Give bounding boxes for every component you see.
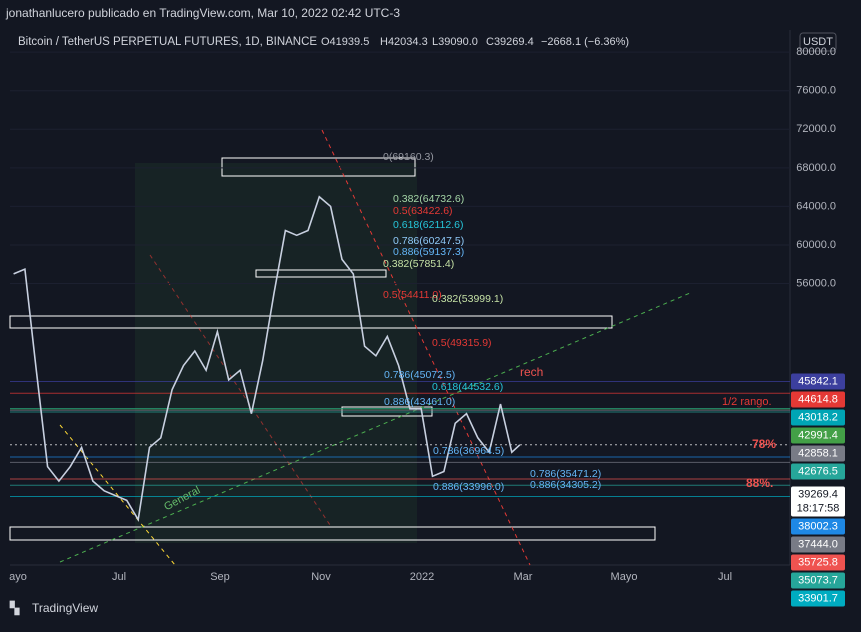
annotation: 0.886(43461.0) xyxy=(384,396,455,408)
ohlc-close: C39269.4 xyxy=(486,36,534,48)
annotation: 78% xyxy=(752,437,776,451)
price-tag xyxy=(791,590,845,607)
symbol: Bitcoin / TetherUS PERPETUAL FUTURES, 1D… xyxy=(18,36,317,48)
annotation: 0.382(57851.4) xyxy=(383,258,454,270)
price-tag xyxy=(791,445,845,462)
trend-line xyxy=(59,292,691,563)
annotation: 0(69160.3) xyxy=(383,151,434,163)
annotation: 0.886(33996.0) xyxy=(433,481,504,493)
price-tag xyxy=(791,391,845,408)
annotation: 0.618(62112.6) xyxy=(393,219,463,231)
y-tick-label: 76000.0 xyxy=(796,85,836,97)
price-tag-label: 39269.4 xyxy=(798,488,838,500)
x-tick-label: Mayo xyxy=(611,571,638,583)
annotation: 0.886(59137.3) xyxy=(393,246,464,258)
x-tick-label: Jul xyxy=(112,571,126,583)
countdown: 18:17:58 xyxy=(797,502,840,514)
y-tick-label: 64000.0 xyxy=(796,200,836,212)
price-tag-label: 42676.5 xyxy=(798,465,838,477)
annotation: 0.5(63422.6) xyxy=(393,205,453,217)
price-tag xyxy=(791,518,845,535)
box xyxy=(9,526,656,541)
y-tick-label: 56000.0 xyxy=(796,277,836,289)
trend-line xyxy=(321,129,531,566)
price-tag-label: 43018.2 xyxy=(798,411,838,423)
x-tick-label: Nov xyxy=(311,571,331,583)
price-tag-label: 37444.0 xyxy=(798,538,838,550)
ohlc-change: −2668.1 (−6.36%) xyxy=(541,36,629,48)
box xyxy=(221,157,416,177)
price-tag-label: 44614.8 xyxy=(798,393,838,405)
price-tag-label: 42991.4 xyxy=(798,429,838,441)
annotation: 0.786(45072.5) xyxy=(384,369,455,381)
y-tick-label: 72000.0 xyxy=(796,123,836,135)
price-tag-label: 33901.7 xyxy=(798,592,838,604)
x-tick-label: Jul xyxy=(718,571,732,583)
zone xyxy=(135,163,417,543)
ohlc-high: H42034.3 xyxy=(380,36,428,48)
price-tag xyxy=(791,486,845,517)
x-tick-label: Sep xyxy=(210,571,230,583)
price-line xyxy=(13,195,521,523)
ohlc-low: L39090.0 xyxy=(432,36,478,48)
annotation: 0.786(60247.5) xyxy=(393,235,464,247)
ohlc-open: O41939.5 xyxy=(321,36,369,48)
currency[interactable]: USDT xyxy=(803,36,833,48)
annotation: 0.5(54411.0) xyxy=(383,289,442,301)
annotation: 0.382(64732.6) xyxy=(393,193,464,205)
x-tick-label: Mar xyxy=(514,571,533,583)
price-tag xyxy=(791,463,845,480)
currency-button[interactable] xyxy=(799,32,837,52)
price-tag xyxy=(791,427,845,444)
annotation: 0.786(36964.5) xyxy=(433,445,504,457)
price-tag xyxy=(791,554,845,571)
annotation: rech xyxy=(520,365,543,379)
annotation: 0.618(44532.6) xyxy=(432,381,503,393)
annotation: 0.5(49315.9) xyxy=(432,337,492,349)
y-tick-label: 80000.0 xyxy=(796,46,836,58)
trend-line xyxy=(59,424,176,566)
price-tag xyxy=(791,373,845,390)
price-tag-label: 38002.3 xyxy=(798,520,838,532)
annotation: 0.382(53999.1) xyxy=(432,293,503,305)
publisher: jonathanlucero publicado en TradingView.… xyxy=(5,6,400,20)
footer-icon: ▚ xyxy=(9,600,20,616)
annotation: 0.786(35471.2) xyxy=(530,468,601,480)
price-tag-label: 35725.8 xyxy=(798,556,838,568)
y-tick-label: 68000.0 xyxy=(796,162,836,174)
trend-line xyxy=(149,254,331,526)
price-tag xyxy=(791,536,845,553)
box xyxy=(255,269,387,278)
annotation: 88%. xyxy=(746,476,773,490)
box xyxy=(9,315,613,329)
price-tag-label: 45842.1 xyxy=(798,375,838,387)
annotation: 1/2 rango. xyxy=(722,396,772,408)
price-tag-label: 35073.7 xyxy=(798,574,838,586)
x-tick-label: 2022 xyxy=(410,571,434,583)
x-tick-label: ayo xyxy=(9,571,27,583)
footer-logo[interactable]: TradingView xyxy=(32,601,98,615)
y-tick-label: 60000.0 xyxy=(796,239,836,251)
price-tag-label: 42858.1 xyxy=(798,447,838,459)
price-tag xyxy=(791,572,845,589)
price-tag xyxy=(791,409,845,426)
annotation: 0.886(34305.2) xyxy=(530,479,601,491)
